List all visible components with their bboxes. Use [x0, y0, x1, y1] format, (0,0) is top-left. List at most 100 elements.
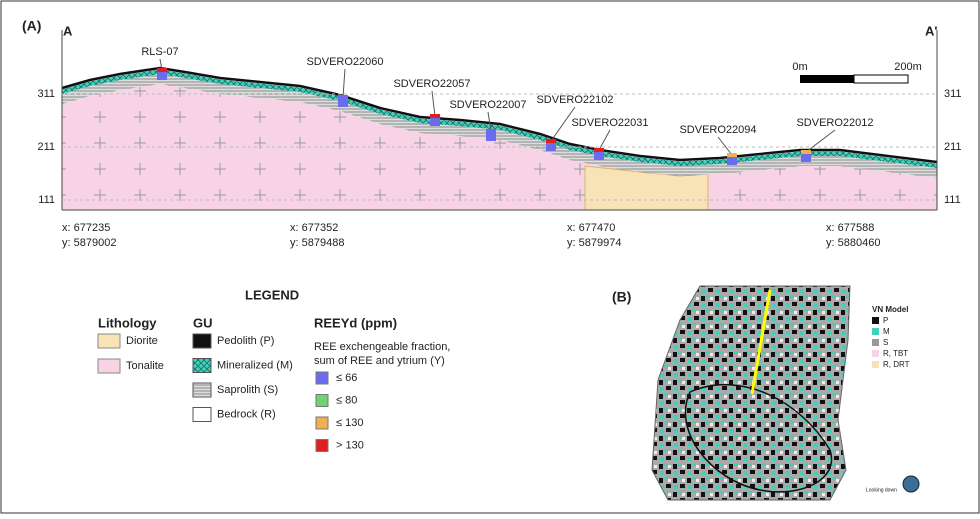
section-end: A' [925, 23, 937, 38]
panel-label: (B) [612, 289, 631, 305]
swatch [192, 407, 212, 422]
map-legend-item: R, DRT [883, 360, 910, 369]
elevation-label: 211 [944, 141, 962, 153]
drillhole-top [157, 68, 167, 72]
leader [717, 136, 733, 156]
saprolith [62, 74, 937, 178]
drillhole-label: SDVERO22094 [679, 124, 756, 136]
drillhole-top [594, 148, 604, 152]
swatch [315, 371, 329, 385]
legend-item: ≤ 66 [336, 372, 357, 384]
legend: Diorite Tonalite Pedolith (P) Mineralized (… [97, 333, 364, 452]
coordinate: y: 5879488 [290, 237, 344, 249]
drillhole-top [546, 139, 556, 143]
scale-bar [853, 74, 909, 84]
pedolith [61, 66, 938, 164]
coordinate: x: 677588 [826, 222, 874, 234]
elevation-label: 111 [38, 194, 55, 206]
legend-item: ≤ 130 [336, 417, 363, 429]
drillhole [338, 97, 348, 107]
elevation-label: 311 [944, 88, 962, 100]
leader [431, 90, 436, 117]
legend-item: > 130 [336, 439, 364, 451]
legend-section: Lithology [98, 315, 157, 330]
bedrock [62, 84, 937, 210]
swatch [315, 439, 329, 452]
swatch [315, 394, 329, 407]
map-swatch [872, 328, 879, 335]
drillhole-label: SDVERO22007 [449, 99, 526, 111]
section-start: A [63, 23, 73, 38]
coordinate: y: 5879002 [62, 237, 116, 249]
map-note: Looking down [866, 487, 897, 493]
coordinate: y: 5879974 [567, 237, 621, 249]
swatch [315, 416, 329, 430]
legend-item: Bedrock (R) [217, 408, 276, 420]
legend-subtitle: REE exchengeable fraction, [314, 341, 450, 353]
drillhole [594, 150, 604, 160]
map-swatch [872, 339, 879, 346]
map-legend-item: R, TBT [883, 349, 908, 358]
legend-item: Pedolith (P) [217, 335, 274, 347]
swatch [97, 333, 121, 349]
drillhole-label: SDVERO22057 [393, 78, 470, 90]
cross-section: 311 311 211 211 111 111 RLS-07 SDVERO22060 SDVER… [37, 30, 962, 249]
map-swatch [872, 317, 879, 324]
drillhole-label: SDVERO22031 [571, 117, 648, 129]
elevation-label: 111 [944, 194, 961, 206]
swatch [192, 382, 212, 398]
drillhole-label: SDVERO22102 [536, 94, 613, 106]
section-line [750, 289, 772, 395]
drillhole-top [727, 153, 737, 157]
drillhole-label: RLS-07 [141, 46, 178, 58]
map-legend-item: P [883, 316, 888, 325]
drillhole-top [338, 95, 348, 99]
drillhole-label: SDVERO22060 [306, 56, 383, 68]
drillhole-top [486, 129, 496, 133]
leader [805, 129, 836, 153]
panel-label: (A) [22, 18, 41, 34]
legend-section: REEYd (ppm) [314, 315, 397, 330]
map-swatch [872, 361, 879, 368]
legend-title: LEGEND [245, 287, 299, 302]
leader [487, 111, 492, 132]
scale-label: 0m [792, 61, 807, 73]
map-legend-item: M [883, 327, 890, 336]
drillhole-label: SDVERO22012 [796, 117, 873, 129]
drillhole [157, 70, 167, 80]
map-legend-title: VN Model [872, 305, 908, 314]
drillhole-top [430, 114, 440, 118]
elevation-label: 211 [37, 141, 55, 153]
drillhole [546, 141, 556, 151]
legend-item: ≤ 80 [336, 394, 357, 406]
map-outline [684, 383, 833, 493]
swatch [192, 358, 212, 373]
coordinate: x: 677352 [290, 222, 338, 234]
swatch [192, 333, 212, 349]
map-swatch [872, 350, 879, 357]
legend-item: Diorite [126, 335, 158, 347]
leader [598, 129, 611, 151]
elevation-label: 311 [37, 88, 55, 100]
leader [342, 68, 346, 98]
leader [550, 106, 576, 142]
drillhole [727, 155, 737, 165]
legend-item: Mineralized (M) [217, 359, 293, 371]
drillhole-top [801, 150, 811, 154]
legend-item: Saprolith (S) [217, 384, 278, 396]
legend-item: Tonalite [126, 360, 164, 372]
scale-bar [800, 75, 854, 83]
drillhole [486, 131, 496, 141]
legend-subtitle: sum of REE and ytrium (Y) [314, 355, 445, 367]
drillhole [801, 152, 811, 162]
globe-icon [902, 475, 920, 493]
coordinate: x: 677470 [567, 222, 615, 234]
swatch [97, 358, 121, 374]
coordinate: x: 677235 [62, 222, 110, 234]
map-legend-item: S [883, 338, 888, 347]
drillhole [430, 116, 440, 126]
legend-section: GU [193, 315, 213, 330]
coordinate: y: 5880460 [826, 237, 880, 249]
